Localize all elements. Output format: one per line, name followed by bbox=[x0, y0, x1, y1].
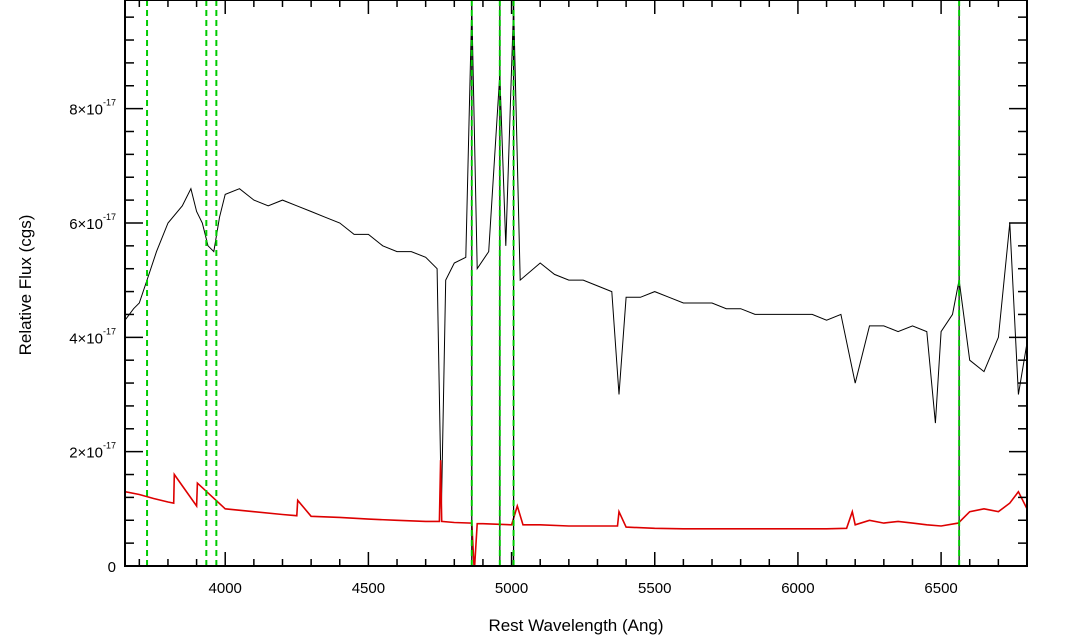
y-tick-label: 8×10-17 bbox=[69, 98, 116, 119]
y-tick-label: 2×10-17 bbox=[69, 441, 116, 462]
x-tick-label: 6000 bbox=[781, 580, 814, 597]
y-tick-label: 6×10-17 bbox=[69, 212, 116, 233]
y-tick-label: 0 bbox=[108, 559, 116, 576]
x-tick-label: 4000 bbox=[209, 580, 242, 597]
y-tick-label: 4×10-17 bbox=[69, 326, 116, 347]
plot-area bbox=[125, 0, 1027, 566]
plot-frame bbox=[124, 0, 1028, 567]
x-tick-label: 5500 bbox=[638, 580, 671, 597]
x-tick-label: 6500 bbox=[924, 580, 957, 597]
axes: 4000 4500 5000 5500 6000 6500 0 2×10-17 4×10-17 6… bbox=[69, 0, 1028, 597]
error-spectrum-line bbox=[125, 460, 1027, 566]
x-axis-title: Rest Wavelength (Ang) bbox=[488, 616, 663, 635]
x-tick-label: 4500 bbox=[352, 580, 385, 597]
x-tick-label: 5000 bbox=[495, 580, 528, 597]
flux-spectrum-line bbox=[125, 5, 1027, 509]
y-axis-title: Relative Flux (cgs) bbox=[16, 215, 35, 356]
